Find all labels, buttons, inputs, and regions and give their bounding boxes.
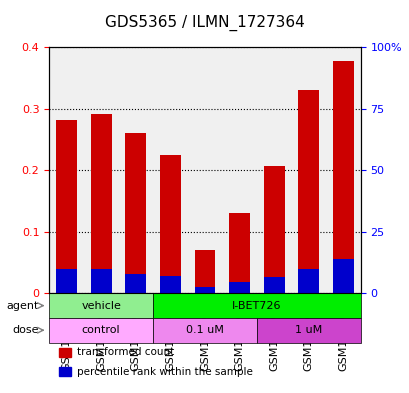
- Text: 0.1 uM: 0.1 uM: [186, 325, 223, 335]
- FancyBboxPatch shape: [49, 293, 153, 318]
- Bar: [263, 166, 284, 293]
- Text: vehicle: vehicle: [81, 301, 121, 310]
- Bar: [263, 277, 284, 293]
- Bar: [125, 133, 146, 293]
- Text: 1 uM: 1 uM: [294, 325, 322, 335]
- Bar: [194, 250, 215, 293]
- Text: I-BET726: I-BET726: [231, 301, 281, 310]
- Bar: [298, 269, 319, 293]
- Bar: [332, 259, 353, 293]
- Text: agent: agent: [7, 301, 39, 310]
- FancyBboxPatch shape: [153, 293, 360, 318]
- Bar: [229, 282, 249, 293]
- Bar: [160, 155, 180, 293]
- Text: GDS5365 / ILMN_1727364: GDS5365 / ILMN_1727364: [105, 15, 304, 31]
- Bar: [90, 269, 111, 293]
- Bar: [298, 90, 319, 293]
- Text: transformed count: transformed count: [77, 347, 174, 357]
- Bar: [56, 120, 77, 293]
- Text: dose: dose: [12, 325, 39, 335]
- Bar: [194, 287, 215, 293]
- Bar: [56, 269, 77, 293]
- FancyBboxPatch shape: [256, 318, 360, 343]
- FancyBboxPatch shape: [153, 318, 256, 343]
- Bar: [229, 213, 249, 293]
- Bar: [160, 276, 180, 293]
- Bar: [90, 114, 111, 293]
- Bar: [58, 367, 71, 376]
- Text: control: control: [82, 325, 120, 335]
- Bar: [125, 274, 146, 293]
- Text: percentile rank within the sample: percentile rank within the sample: [77, 367, 252, 376]
- Bar: [332, 61, 353, 293]
- FancyBboxPatch shape: [49, 318, 153, 343]
- Bar: [58, 347, 71, 357]
